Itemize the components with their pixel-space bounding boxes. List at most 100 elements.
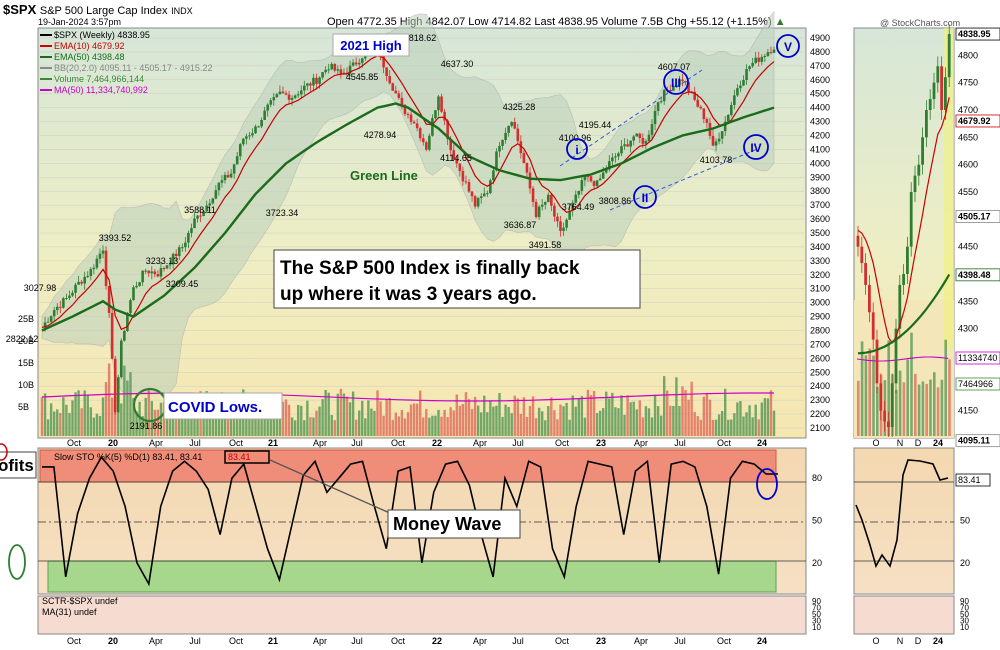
volume-bar — [492, 406, 495, 436]
volume-bar — [110, 397, 114, 436]
price-tick-label: 4300 — [810, 117, 830, 127]
candle-body — [55, 306, 59, 311]
inset-candle-body — [925, 110, 928, 138]
volume-bar — [724, 388, 727, 436]
candle-body — [690, 91, 693, 93]
price-tick-label: 4200 — [810, 131, 830, 141]
price-tick-label: 2300 — [810, 395, 830, 405]
candle-body — [260, 120, 263, 127]
inset-volume-label: 7464966 — [958, 379, 993, 389]
volume-bar — [531, 396, 535, 436]
inset-volume-bar — [898, 370, 902, 436]
x-tick-label: Jul — [351, 438, 363, 448]
candle-body — [620, 146, 623, 154]
x-tick-label: 21 — [268, 636, 278, 646]
volume-bar — [358, 410, 361, 436]
candle-body — [86, 275, 90, 277]
volume-bar — [80, 408, 83, 436]
volume-bar — [339, 388, 343, 436]
candle-body — [507, 125, 510, 133]
volume-bar — [150, 401, 153, 436]
inset-candle-body — [879, 383, 883, 411]
candle-body — [714, 141, 718, 146]
wave-iv-marker: IV — [743, 134, 769, 160]
x-tick-label: Oct — [555, 438, 570, 448]
volume-bar — [364, 418, 367, 436]
candle-body — [647, 134, 651, 141]
price-label: 3808.86 — [599, 196, 632, 206]
volume-bar — [260, 415, 263, 436]
covid-box — [163, 392, 283, 420]
candle-body — [223, 174, 227, 181]
volume-bar — [766, 398, 770, 436]
candle-body — [550, 194, 553, 206]
main-callout-line1: The S&P 500 Index is finally back — [280, 258, 580, 279]
legend-item: $SPX (Weekly) 4838.95 — [54, 30, 150, 40]
inset-x-tick: 24 — [933, 438, 943, 448]
inset-candle-body — [902, 274, 905, 285]
candle-body — [733, 95, 736, 105]
candle-body — [699, 106, 703, 109]
volume-bar — [251, 403, 254, 436]
inset-candle-body — [887, 421, 890, 428]
volume-bar — [123, 365, 126, 436]
volume-bar — [107, 363, 111, 436]
lower-channel-line — [609, 147, 761, 211]
x-axis-top: Oct 20 Apr Jul Oct 21 Apr Jul Oct 22 Apr Jul Oct 23 Ap… — [67, 438, 767, 448]
volume-bar — [534, 418, 538, 436]
volume-bar — [748, 405, 751, 436]
x-tick-label: Oct — [67, 438, 82, 448]
candle-body — [425, 142, 428, 150]
candle-body — [745, 69, 748, 80]
candle-body — [641, 138, 645, 144]
candle-body — [339, 69, 343, 74]
x-tick-label: Jul — [351, 636, 363, 646]
volume-bar — [409, 404, 413, 436]
volume-bar — [666, 390, 669, 436]
inset-value-box — [955, 27, 1000, 41]
volume-bar — [708, 399, 712, 436]
inset-volume-bar — [895, 389, 898, 436]
volume-bar — [705, 392, 709, 436]
candle-body — [107, 285, 111, 313]
volume-bar — [467, 399, 471, 436]
volume-bar — [43, 393, 47, 436]
candle-body — [504, 132, 507, 140]
price-label: 4100.96 — [559, 133, 592, 143]
volume-bar — [513, 395, 516, 436]
sctr-tick-label: 50 — [812, 610, 821, 619]
volume-bar — [653, 394, 657, 436]
volume-bar — [565, 402, 568, 436]
x-tick-label: Apr — [149, 636, 163, 646]
volume-bar — [739, 401, 742, 436]
candle-body — [110, 312, 114, 359]
candle-body — [129, 300, 132, 314]
volume-bar — [720, 410, 724, 436]
candle-body — [135, 285, 138, 288]
inset-volume-bar — [929, 379, 932, 436]
inset-sto-box — [955, 473, 991, 487]
inset-candle-body — [913, 175, 917, 192]
candle-body — [498, 145, 501, 152]
inset-volume-bar — [933, 372, 936, 436]
inset-sto-tick: 20 — [960, 558, 970, 568]
volume-bar — [431, 415, 434, 436]
candle-body — [611, 157, 614, 162]
x-tick-label: 24 — [757, 636, 767, 646]
volume-bar — [284, 399, 288, 436]
volume-bar — [178, 403, 181, 436]
candle-body — [412, 121, 416, 124]
candle-body — [650, 124, 654, 135]
price-label: 4114.65 — [440, 153, 472, 163]
candle-body — [360, 58, 364, 63]
price-tick-label: 4500 — [810, 89, 830, 99]
volume-bar — [290, 417, 294, 436]
candle-body — [214, 190, 218, 199]
volume-bar — [586, 389, 590, 436]
volume-bar — [297, 404, 300, 436]
price-tick-label: 3500 — [810, 228, 830, 238]
volume-bar — [266, 410, 269, 436]
candle-body — [492, 170, 495, 181]
volume-bar — [589, 395, 593, 436]
candle-body — [669, 90, 672, 92]
